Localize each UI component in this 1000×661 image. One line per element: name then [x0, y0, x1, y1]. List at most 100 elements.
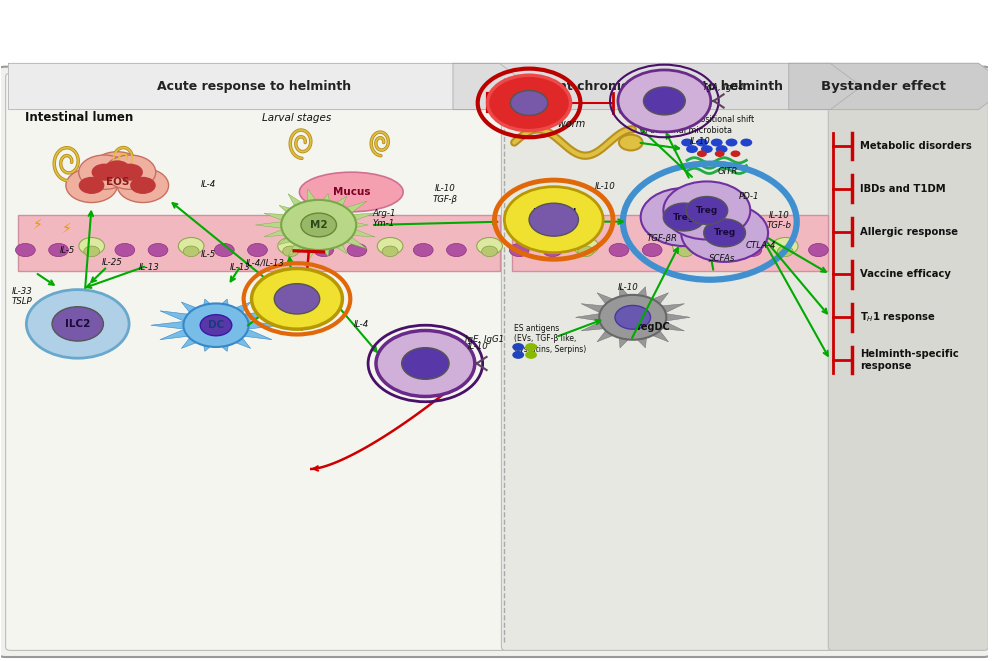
Polygon shape — [581, 317, 633, 331]
Polygon shape — [319, 196, 347, 225]
Circle shape — [609, 243, 629, 256]
Circle shape — [79, 176, 104, 194]
Text: Potential compositional shift
of bacterial microbiota: Potential compositional shift of bacteri… — [640, 115, 754, 135]
Circle shape — [52, 307, 103, 341]
Polygon shape — [264, 214, 319, 225]
Circle shape — [488, 75, 571, 131]
Polygon shape — [789, 63, 1000, 110]
Circle shape — [413, 243, 433, 256]
FancyBboxPatch shape — [6, 73, 507, 650]
Circle shape — [709, 243, 729, 256]
Text: DC: DC — [208, 320, 224, 330]
Polygon shape — [597, 293, 633, 317]
Text: IL-5: IL-5 — [60, 246, 75, 254]
Circle shape — [512, 351, 524, 359]
Circle shape — [578, 246, 594, 256]
Text: IL-33
TSLP: IL-33 TSLP — [12, 287, 33, 306]
Circle shape — [529, 203, 578, 236]
Circle shape — [573, 237, 599, 254]
Circle shape — [377, 237, 403, 254]
Text: ⚡: ⚡ — [62, 222, 72, 236]
Text: IL-5: IL-5 — [200, 250, 216, 258]
Polygon shape — [618, 287, 635, 317]
Text: ES antigens
(EVs, TGF-β like,
Cystatins, Serpins): ES antigens (EVs, TGF-β like, Cystatins,… — [514, 324, 587, 354]
Text: M2: M2 — [310, 220, 328, 230]
Circle shape — [619, 135, 643, 151]
Polygon shape — [307, 189, 322, 225]
Polygon shape — [216, 325, 272, 340]
Circle shape — [696, 139, 708, 147]
Circle shape — [697, 151, 707, 157]
Circle shape — [301, 213, 336, 237]
Polygon shape — [213, 325, 230, 352]
Text: IL-10
TGF-b: IL-10 TGF-b — [766, 211, 791, 230]
Text: IL-10
TGF-β: IL-10 TGF-β — [433, 184, 458, 204]
Circle shape — [16, 243, 35, 256]
Circle shape — [731, 151, 740, 157]
Circle shape — [26, 290, 129, 358]
Circle shape — [512, 343, 524, 351]
Text: Bystander effect: Bystander effect — [821, 80, 946, 93]
Circle shape — [642, 243, 662, 256]
Text: EOS: EOS — [106, 177, 129, 187]
Text: PD-1: PD-1 — [739, 192, 760, 200]
Circle shape — [701, 145, 713, 153]
Text: IL-10: IL-10 — [617, 283, 638, 292]
Circle shape — [183, 303, 249, 347]
Circle shape — [681, 139, 693, 147]
Circle shape — [772, 237, 798, 254]
Polygon shape — [319, 221, 368, 229]
Polygon shape — [319, 225, 347, 254]
Ellipse shape — [299, 173, 403, 212]
Circle shape — [79, 237, 105, 254]
Circle shape — [809, 243, 828, 256]
Text: Larval stages: Larval stages — [262, 113, 332, 123]
Polygon shape — [160, 311, 216, 325]
Circle shape — [525, 343, 537, 351]
Circle shape — [686, 145, 698, 153]
Polygon shape — [279, 225, 319, 245]
Circle shape — [84, 246, 100, 256]
Circle shape — [663, 203, 705, 231]
Polygon shape — [288, 225, 319, 256]
Polygon shape — [630, 287, 647, 317]
Circle shape — [283, 246, 299, 256]
FancyBboxPatch shape — [18, 215, 500, 271]
Text: CTLA-4: CTLA-4 — [746, 241, 776, 250]
Circle shape — [376, 330, 475, 397]
Polygon shape — [319, 225, 375, 237]
Polygon shape — [633, 293, 668, 317]
Circle shape — [148, 243, 168, 256]
Text: Modified
T$_H$2: Modified T$_H$2 — [532, 208, 576, 231]
Circle shape — [482, 246, 497, 256]
Polygon shape — [160, 325, 216, 340]
Polygon shape — [319, 225, 367, 249]
Circle shape — [509, 243, 529, 256]
Polygon shape — [633, 317, 668, 342]
Circle shape — [711, 139, 723, 147]
Circle shape — [704, 219, 745, 247]
Polygon shape — [181, 302, 216, 325]
Circle shape — [543, 243, 562, 256]
Polygon shape — [202, 325, 219, 352]
Text: IL-13: IL-13 — [138, 263, 159, 272]
Circle shape — [641, 188, 728, 246]
Circle shape — [130, 176, 156, 194]
Circle shape — [281, 200, 356, 250]
Text: B cell: B cell — [410, 358, 440, 368]
Polygon shape — [151, 321, 216, 330]
Circle shape — [347, 243, 367, 256]
Circle shape — [715, 151, 725, 157]
Text: IL-25: IL-25 — [102, 258, 123, 266]
Circle shape — [115, 243, 135, 256]
Text: IL-4: IL-4 — [200, 180, 216, 188]
Polygon shape — [597, 317, 633, 342]
Text: IgA, IgG4: IgA, IgG4 — [704, 83, 743, 92]
Circle shape — [183, 246, 199, 256]
Circle shape — [402, 348, 449, 379]
Polygon shape — [307, 225, 322, 261]
FancyBboxPatch shape — [0, 67, 993, 657]
Text: regDC: regDC — [636, 322, 669, 332]
Text: SCFAs: SCFAs — [708, 254, 735, 263]
FancyBboxPatch shape — [828, 73, 988, 650]
